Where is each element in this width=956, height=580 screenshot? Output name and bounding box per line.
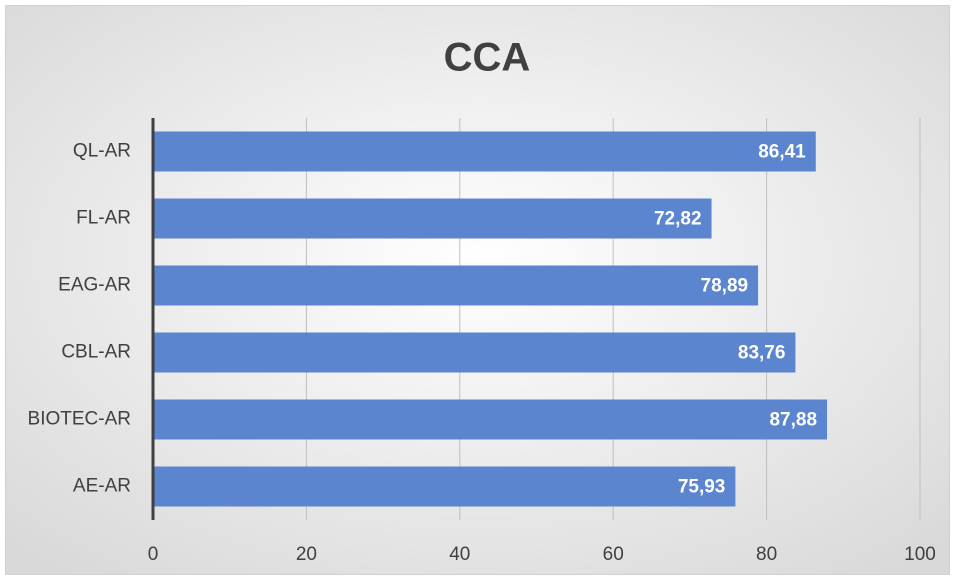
bar <box>153 466 736 507</box>
y-tick-label: AE-AR <box>73 476 131 497</box>
x-tick-label: 20 <box>296 544 317 565</box>
x-tick-label: 100 <box>904 544 936 565</box>
x-tick-label: 0 <box>148 544 159 565</box>
x-tick-label: 60 <box>603 544 624 565</box>
value-label: 83,76 <box>738 343 786 364</box>
y-tick-label: BIOTEC-AR <box>28 409 131 430</box>
bar <box>153 265 759 306</box>
y-tick-label: EAG-AR <box>58 275 131 296</box>
y-tick-label: QL-AR <box>73 141 131 162</box>
y-tick-label: CBL-AR <box>61 342 131 363</box>
x-tick-label: 40 <box>449 544 470 565</box>
value-label: 86,41 <box>758 142 806 163</box>
value-label: 87,88 <box>769 410 817 431</box>
value-label: 72,82 <box>654 209 702 230</box>
bar <box>153 399 828 440</box>
x-tick-label: 80 <box>756 544 777 565</box>
y-tick-label: FL-AR <box>76 208 131 229</box>
bar <box>153 198 712 239</box>
value-label: 78,89 <box>701 276 749 297</box>
bar <box>153 332 796 373</box>
chart-title: CCA <box>444 36 531 80</box>
value-label: 75,93 <box>678 477 726 498</box>
bar <box>153 131 816 172</box>
